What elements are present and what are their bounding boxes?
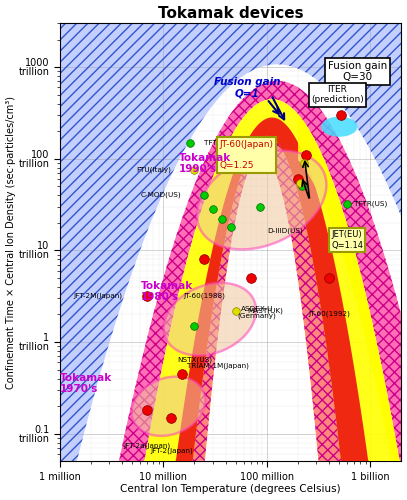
Text: ASDEX-U
(Germany): ASDEX-U (Germany) bbox=[237, 306, 276, 319]
Text: Fusion gain
Q=1: Fusion gain Q=1 bbox=[214, 76, 281, 98]
Text: JT-60(Japan)

Q=1.25: JT-60(Japan) Q=1.25 bbox=[220, 140, 274, 170]
Polygon shape bbox=[321, 116, 357, 137]
Polygon shape bbox=[197, 150, 326, 250]
Text: JFT-2M(Japan): JFT-2M(Japan) bbox=[73, 292, 122, 299]
Polygon shape bbox=[164, 283, 256, 356]
Text: MAST(UK): MAST(UK) bbox=[247, 308, 283, 314]
Text: JT-60(1988): JT-60(1988) bbox=[184, 292, 225, 298]
Text: JFT-2a(Japan): JFT-2a(Japan) bbox=[124, 442, 171, 449]
Text: FTU(Italy): FTU(Italy) bbox=[137, 167, 171, 173]
Polygon shape bbox=[131, 376, 205, 436]
Title: Tokamak devices: Tokamak devices bbox=[158, 6, 303, 20]
Polygon shape bbox=[60, 99, 401, 461]
Text: Fusion gain
Q=30: Fusion gain Q=30 bbox=[328, 60, 387, 82]
Text: TRIAM-1M(Japan): TRIAM-1M(Japan) bbox=[187, 362, 249, 369]
Text: Tokamak
1980's: Tokamak 1980's bbox=[140, 281, 193, 302]
Text: JT-60(1992): JT-60(1992) bbox=[308, 310, 350, 317]
X-axis label: Central Ion Temperature (degrees Celsius): Central Ion Temperature (degrees Celsius… bbox=[120, 484, 341, 494]
Text: TFTR(US): TFTR(US) bbox=[204, 140, 238, 146]
Text: Tokamak
1990's: Tokamak 1990's bbox=[179, 152, 231, 174]
Text: JFT-2(Japan): JFT-2(Japan) bbox=[150, 448, 193, 454]
Polygon shape bbox=[60, 136, 401, 461]
Text: JET(EU)
Q=1.14: JET(EU) Q=1.14 bbox=[331, 230, 363, 250]
Polygon shape bbox=[298, 114, 401, 461]
Y-axis label: Confinement Time × Central Ion Density (sec·particles/cm³): Confinement Time × Central Ion Density (… bbox=[6, 96, 15, 389]
Polygon shape bbox=[60, 118, 401, 461]
Polygon shape bbox=[60, 81, 401, 461]
Text: D-IIID(US): D-IIID(US) bbox=[267, 227, 302, 234]
Text: ITER
(prediction): ITER (prediction) bbox=[311, 85, 364, 104]
Text: NSTX(US): NSTX(US) bbox=[177, 356, 212, 363]
Text: C-MOD(US): C-MOD(US) bbox=[141, 192, 182, 198]
Text: TFTR(US): TFTR(US) bbox=[354, 201, 387, 207]
Text: Tokamak
1970's: Tokamak 1970's bbox=[60, 372, 112, 394]
Polygon shape bbox=[60, 23, 401, 461]
